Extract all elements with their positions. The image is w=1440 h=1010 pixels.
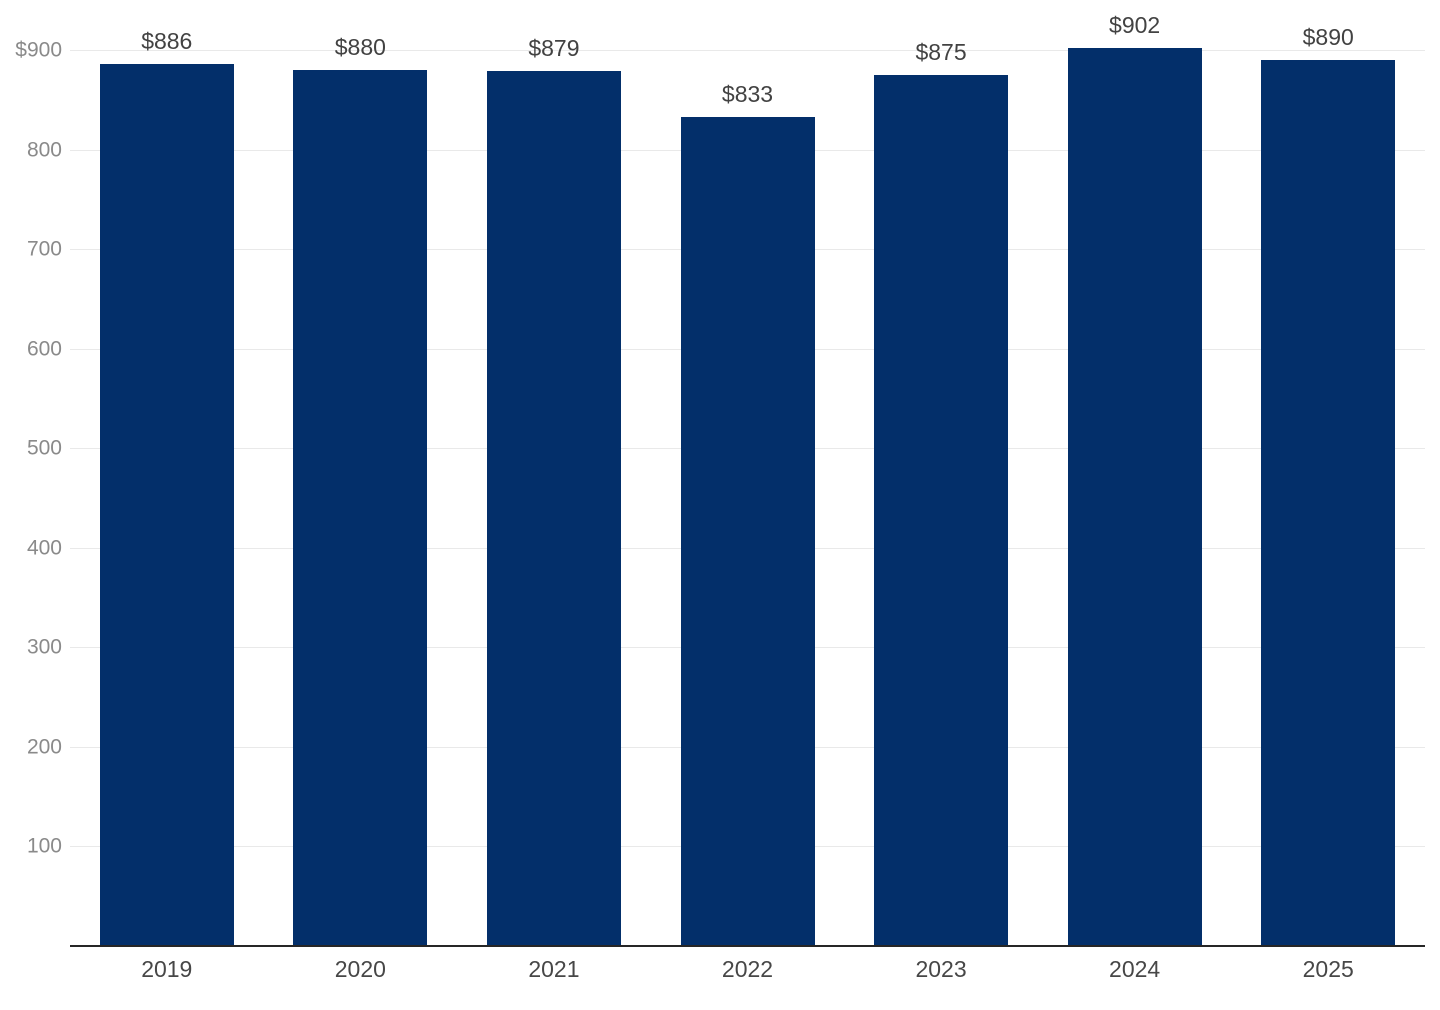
bar	[680, 116, 815, 946]
bar-value-label: $902	[1109, 12, 1161, 38]
y-tick-label: 100	[26, 834, 62, 858]
y-tick-label: 700	[26, 237, 62, 261]
x-tick-label: 2020	[334, 956, 386, 982]
bar-value-label: $886	[141, 27, 193, 54]
bar-value-label: $879	[528, 34, 580, 61]
bar	[293, 69, 428, 946]
x-axis-line	[70, 945, 1425, 947]
bar-value-label: $890	[1302, 23, 1354, 50]
y-tick-label: 500	[26, 436, 62, 460]
bar-value-label: $880	[334, 33, 386, 60]
y-tick-label: 200	[26, 735, 62, 759]
bar	[874, 74, 1009, 946]
y-tick-label: 800	[26, 138, 62, 162]
bar	[486, 70, 621, 946]
y-tick-label: 600	[26, 337, 62, 361]
x-tick-label: 2021	[528, 956, 580, 982]
x-tick-label: 2019	[141, 956, 193, 982]
bar	[1261, 59, 1396, 946]
y-tick-label: 300	[26, 635, 62, 659]
bar-value-label: $833	[721, 80, 774, 107]
bar	[99, 63, 234, 946]
gridline	[70, 50, 1425, 51]
bar-value-label: $875	[915, 38, 967, 65]
y-tick-label: 400	[26, 536, 62, 560]
x-tick-label: 2022	[721, 956, 774, 982]
y-tick-label: $900	[15, 38, 62, 62]
x-tick-label: 2025	[1302, 956, 1354, 982]
bar	[1067, 48, 1202, 946]
x-tick-label: 2024	[1109, 956, 1161, 982]
x-tick-label: 2023	[915, 956, 967, 982]
